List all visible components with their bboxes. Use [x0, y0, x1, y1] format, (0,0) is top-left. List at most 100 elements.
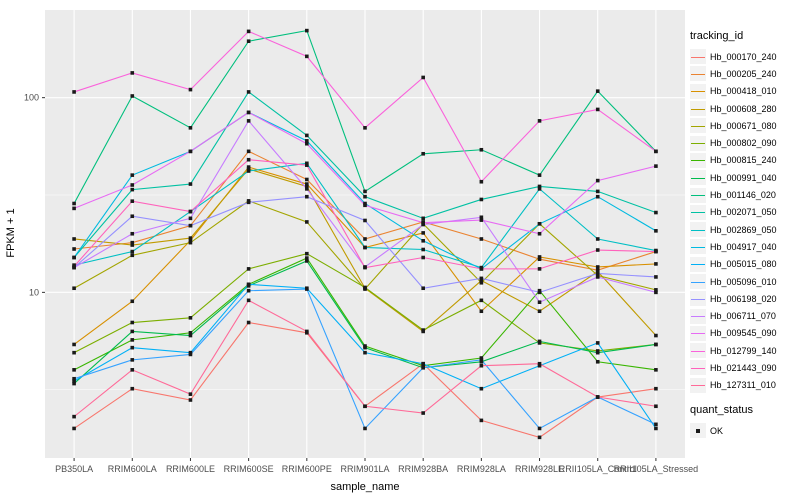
data-point-Hb_006711_070-RRIM600LE	[188, 216, 193, 221]
y-tick-label: 100	[24, 93, 39, 103]
data-point-Hb_000802_090-RRIM600LA	[130, 320, 135, 325]
legend-item-Hb_005096_010: Hb_005096_010	[690, 273, 798, 290]
data-point-Hb_021443_090-RRIM600LE	[188, 209, 193, 214]
data-point-Hb_021443_090-RRIM600SE	[246, 157, 251, 162]
data-point-Hb_002869_050-RRIM600PE	[305, 161, 309, 166]
legend-color-title: tracking_id	[690, 30, 744, 42]
legend-line-swatch	[691, 177, 705, 179]
legend-line-swatch	[691, 246, 705, 248]
legend-key-line-icon	[690, 170, 706, 186]
legend-label: Hb_009545_090	[710, 328, 777, 339]
data-point-Hb_005015_080-RRIM901LA	[363, 350, 367, 355]
data-point-Hb_006711_070-RRIM600LA	[130, 231, 135, 236]
x-tick-label: RRIM928BA	[398, 464, 448, 474]
data-point-Hb_002071_050-RRIM901LA	[363, 194, 367, 199]
data-point-Hb_002071_050-RRIM928BA	[421, 216, 425, 221]
data-point-Hb_000671_080-RRIM928LA	[479, 280, 484, 285]
data-point-Hb_000170_240-RRIM928LA	[479, 418, 484, 423]
data-point-Hb_006198_020-RRIM600SE	[246, 200, 251, 205]
data-point-Hb_000991_040-RRII105LA_Control	[595, 350, 600, 355]
data-point-Hb_005015_080-PB350LA	[72, 379, 76, 383]
data-point-Hb_002071_050-RRIM600SE	[246, 90, 251, 94]
legend-line-swatch	[691, 73, 705, 75]
data-point-Hb_005096_010-PB350LA	[72, 376, 76, 381]
legend-line-swatch	[691, 125, 705, 127]
data-point-Hb_009545_090-RRIM928BA	[421, 220, 425, 225]
data-point-Hb_000205_240-RRIM600SE	[246, 149, 251, 154]
data-point-Hb_006711_070-RRIM600SE	[246, 119, 251, 123]
data-point-Hb_001146_020-RRIM600SE	[246, 39, 251, 43]
x-tick-label: RRIM901LA	[340, 464, 389, 474]
data-point-Hb_006711_070-RRIM928BA	[421, 222, 425, 227]
data-point-Hb_000170_240-RRIM600LE	[188, 398, 193, 402]
legend-item-Hb_006711_070: Hb_006711_070	[690, 307, 798, 324]
data-point-Hb_012799_140-RRIM600LA	[130, 71, 135, 75]
legend-line-swatch	[691, 143, 705, 145]
x-tick-label: RRIM600SE	[224, 464, 274, 474]
data-point-Hb_000815_240-RRII105LA_Stressed	[654, 368, 658, 372]
data-point-Hb_002071_050-RRII105LA_Stressed	[654, 210, 658, 215]
legend-label: Hb_021443_090	[710, 362, 777, 373]
legend-line-swatch	[691, 108, 705, 110]
data-point-Hb_005096_010-RRIM928LE	[537, 426, 542, 431]
data-point-Hb_004917_040-RRIM928LE	[537, 221, 542, 226]
legend-label: Hb_012799_140	[710, 345, 777, 356]
legend-item-Hb_000671_080: Hb_000671_080	[690, 117, 798, 134]
data-point-Hb_000991_040-RRIM928LA	[479, 359, 484, 364]
data-point-Hb_001146_020-RRII105LA_Control	[595, 89, 600, 93]
data-point-Hb_000418_010-RRIM600LA	[130, 299, 135, 304]
data-point-Hb_000418_010-RRII105LA_Stressed	[654, 262, 658, 266]
data-point-Hb_000802_090-RRIM928LA	[479, 298, 484, 303]
data-point-Hb_000170_240-RRII105LA_Stressed	[654, 386, 658, 391]
data-point-Hb_000205_240-RRIM600LA	[130, 240, 135, 245]
data-point-Hb_127311_010-RRIM600SE	[246, 298, 251, 303]
legend-key-line-icon	[690, 325, 706, 341]
legend-item-Hb_021443_090: Hb_021443_090	[690, 359, 798, 376]
legend-label: Hb_006198_020	[710, 293, 777, 304]
data-point-Hb_001146_020-RRIM901LA	[363, 189, 367, 194]
data-point-Hb_006198_020-RRIM901LA	[363, 218, 367, 223]
legend-label: Hb_005096_010	[710, 276, 777, 287]
data-point-Hb_005015_080-RRIM928LA	[479, 386, 484, 391]
data-point-Hb_000608_280-RRIM928LA	[479, 278, 484, 283]
legend-item-Hb_000608_280: Hb_000608_280	[690, 100, 798, 117]
data-point-Hb_127311_010-RRIM600LA	[130, 368, 135, 372]
data-point-Hb_000205_240-RRIM600PE	[305, 177, 309, 182]
legend-shape-title: quant_status	[690, 403, 753, 416]
data-point-Hb_004917_040-RRIM600LA	[130, 173, 135, 177]
data-point-Hb_005096_010-RRII105LA_Stressed	[654, 422, 658, 427]
data-point-Hb_001146_020-RRIM928LA	[479, 147, 484, 152]
data-point-Hb_000170_240-RRIM600LA	[130, 386, 135, 391]
data-point-Hb_000815_240-PB350LA	[72, 368, 76, 372]
legend-item-quant-OK: OK	[690, 422, 798, 439]
data-point-Hb_002071_050-RRII105LA_Control	[595, 189, 600, 194]
legend-item-Hb_000170_240: Hb_000170_240	[690, 48, 798, 65]
legend-label: Hb_000205_240	[710, 68, 777, 79]
legend-shape-items: OK	[690, 422, 798, 439]
x-tick-label: RRIM600LA	[108, 464, 157, 474]
data-point-Hb_006198_020-RRIM928LA	[479, 276, 484, 281]
data-point-Hb_005015_080-RRIM600SE	[246, 282, 251, 287]
data-point-Hb_006198_020-RRIM928LE	[537, 290, 542, 295]
legend-label: Hb_002869_050	[710, 224, 777, 235]
data-point-Hb_127311_010-RRIM928LA	[479, 363, 484, 368]
data-point-Hb_009545_090-RRIM928LA	[479, 218, 484, 222]
data-point-Hb_000802_090-RRIM600LE	[188, 316, 193, 320]
data-point-Hb_009545_090-RRIM600PE	[305, 141, 309, 146]
data-point-Hb_000991_040-RRIM901LA	[363, 345, 367, 350]
data-point-Hb_000671_080-RRIM600PE	[305, 220, 309, 224]
data-point-Hb_000671_080-PB350LA	[72, 286, 76, 291]
data-point-Hb_021443_090-PB350LA	[72, 264, 76, 269]
data-point-Hb_002071_050-RRIM928LE	[537, 184, 542, 189]
data-point-Hb_000802_090-RRIM600SE	[246, 267, 251, 271]
data-point-Hb_000815_240-RRIM928BA	[421, 363, 425, 368]
data-point-Hb_006711_070-RRII105LA_Stressed	[654, 290, 658, 295]
data-point-Hb_000991_040-RRIM600LE	[188, 333, 193, 338]
data-point-Hb_021443_090-RRIM600LA	[130, 199, 135, 203]
legend-key-line-icon	[690, 360, 706, 376]
data-point-Hb_000418_010-RRIM600PE	[305, 182, 309, 186]
data-point-Hb_009545_090-PB350LA	[72, 206, 76, 211]
legend-item-Hb_000815_240: Hb_000815_240	[690, 152, 798, 169]
data-point-Hb_006198_020-RRIM600LE	[188, 223, 193, 228]
